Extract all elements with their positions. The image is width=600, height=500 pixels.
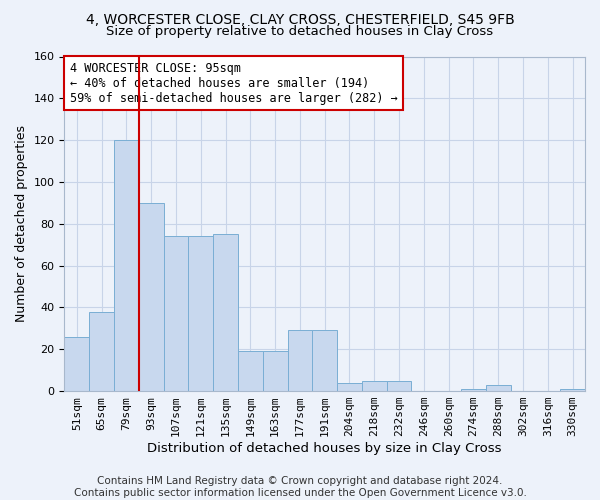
Text: 4 WORCESTER CLOSE: 95sqm
← 40% of detached houses are smaller (194)
59% of semi-: 4 WORCESTER CLOSE: 95sqm ← 40% of detach… <box>70 62 397 104</box>
Bar <box>560 389 585 391</box>
Bar <box>114 140 139 391</box>
Bar <box>362 380 386 391</box>
Bar <box>337 382 362 391</box>
Bar <box>386 380 412 391</box>
Bar <box>486 385 511 391</box>
Bar <box>213 234 238 391</box>
Bar <box>89 312 114 391</box>
Bar <box>287 330 313 391</box>
Bar <box>313 330 337 391</box>
Bar <box>139 203 164 391</box>
Text: 4, WORCESTER CLOSE, CLAY CROSS, CHESTERFIELD, S45 9FB: 4, WORCESTER CLOSE, CLAY CROSS, CHESTERF… <box>86 12 514 26</box>
Text: Size of property relative to detached houses in Clay Cross: Size of property relative to detached ho… <box>106 25 494 38</box>
Bar <box>164 236 188 391</box>
Bar <box>188 236 213 391</box>
Bar <box>238 352 263 391</box>
Bar <box>461 389 486 391</box>
Bar <box>263 352 287 391</box>
X-axis label: Distribution of detached houses by size in Clay Cross: Distribution of detached houses by size … <box>148 442 502 455</box>
Text: Contains HM Land Registry data © Crown copyright and database right 2024.
Contai: Contains HM Land Registry data © Crown c… <box>74 476 526 498</box>
Bar <box>64 336 89 391</box>
Y-axis label: Number of detached properties: Number of detached properties <box>15 126 28 322</box>
